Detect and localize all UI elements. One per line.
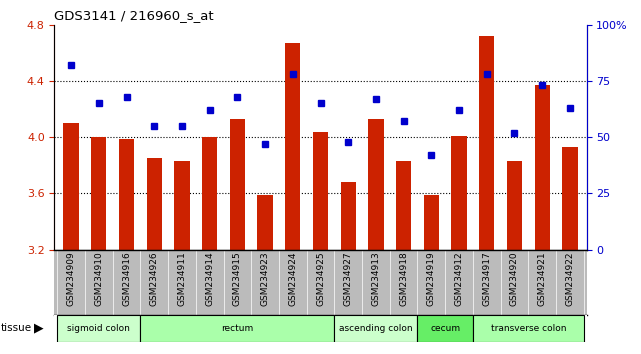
Text: GSM234912: GSM234912 — [454, 252, 463, 306]
Text: rectum: rectum — [221, 324, 253, 333]
Text: GSM234922: GSM234922 — [565, 252, 574, 306]
Bar — [63, 123, 79, 250]
Bar — [140, 315, 335, 342]
Bar — [202, 137, 217, 250]
Text: ascending colon: ascending colon — [339, 324, 413, 333]
Bar — [119, 138, 134, 250]
Bar — [451, 136, 467, 250]
Bar — [396, 161, 412, 250]
Text: GSM234926: GSM234926 — [150, 252, 159, 306]
Text: cecum: cecum — [430, 324, 460, 333]
Bar — [507, 161, 522, 250]
Text: GSM234911: GSM234911 — [178, 252, 187, 306]
Text: ▶: ▶ — [33, 322, 44, 335]
Text: GSM234925: GSM234925 — [316, 252, 325, 306]
Text: transverse colon: transverse colon — [490, 324, 566, 333]
Text: GSM234917: GSM234917 — [482, 252, 491, 306]
Text: GSM234909: GSM234909 — [67, 252, 76, 306]
Bar — [285, 43, 301, 250]
Text: GSM234916: GSM234916 — [122, 252, 131, 306]
Text: GSM234915: GSM234915 — [233, 252, 242, 306]
Bar — [335, 315, 417, 342]
Bar — [479, 36, 494, 250]
Bar — [340, 182, 356, 250]
Text: GSM234920: GSM234920 — [510, 252, 519, 306]
Text: GSM234923: GSM234923 — [261, 252, 270, 306]
Text: GSM234919: GSM234919 — [427, 252, 436, 306]
Bar — [57, 315, 140, 342]
Text: GDS3141 / 216960_s_at: GDS3141 / 216960_s_at — [54, 9, 214, 22]
Bar — [313, 132, 328, 250]
Text: GSM234927: GSM234927 — [344, 252, 353, 306]
Bar — [424, 195, 439, 250]
Text: GSM234913: GSM234913 — [371, 252, 380, 306]
Text: GSM234910: GSM234910 — [94, 252, 103, 306]
Bar — [91, 137, 106, 250]
Bar — [147, 158, 162, 250]
Text: GSM234918: GSM234918 — [399, 252, 408, 306]
Text: GSM234924: GSM234924 — [288, 252, 297, 306]
Bar — [229, 119, 245, 250]
Text: GSM234921: GSM234921 — [538, 252, 547, 306]
Text: tissue: tissue — [1, 323, 32, 333]
Bar — [535, 85, 550, 250]
Text: GSM234914: GSM234914 — [205, 252, 214, 306]
Text: sigmoid colon: sigmoid colon — [67, 324, 130, 333]
Bar — [258, 195, 272, 250]
Bar — [174, 161, 190, 250]
Bar — [369, 119, 383, 250]
Bar — [562, 147, 578, 250]
Bar — [417, 315, 473, 342]
Bar — [473, 315, 584, 342]
